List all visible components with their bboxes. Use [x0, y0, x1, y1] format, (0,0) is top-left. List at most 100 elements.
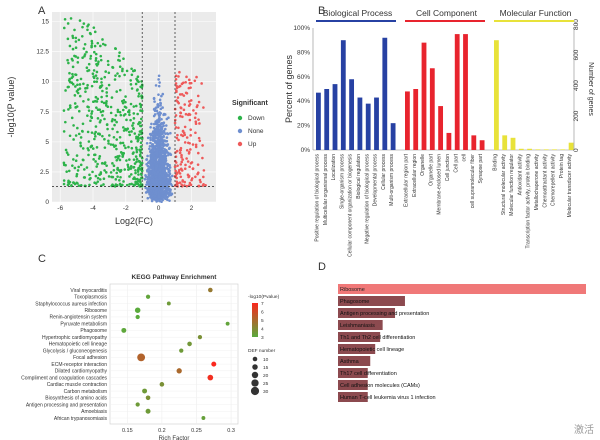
- point-down: [114, 183, 118, 186]
- pathway-bar-label: Ribosome: [340, 287, 365, 293]
- point-none: [143, 177, 147, 181]
- point-up: [182, 108, 186, 112]
- pathway-bubble: [142, 388, 148, 394]
- point-down: [118, 59, 122, 62]
- point-down: [125, 128, 128, 132]
- go-bar: [568, 142, 574, 150]
- point-down: [79, 136, 83, 139]
- point-none: [162, 143, 165, 147]
- point-up: [174, 82, 178, 85]
- point-down: [100, 95, 103, 99]
- size-tick-label: 30: [263, 389, 269, 395]
- y-tick-label: 7.5: [40, 109, 49, 116]
- point-down: [79, 183, 83, 187]
- go-bar: [438, 106, 444, 150]
- point-up: [180, 93, 184, 96]
- point-none: [152, 146, 156, 150]
- point-down: [116, 155, 119, 158]
- point-down: [90, 84, 94, 88]
- pathway-bar: [338, 344, 376, 354]
- point-down: [87, 153, 90, 157]
- point-up: [179, 175, 183, 179]
- point-down: [90, 39, 94, 43]
- y-tick-label: 5: [45, 139, 49, 146]
- point-down: [138, 164, 142, 168]
- point-none: [161, 160, 165, 163]
- point-down: [66, 37, 70, 41]
- point-none: [159, 155, 162, 159]
- point-up: [197, 136, 201, 140]
- point-down: [122, 129, 126, 132]
- point-none: [152, 179, 155, 183]
- legend-key: [237, 115, 243, 121]
- point-down: [132, 127, 135, 130]
- point-up: [177, 170, 181, 173]
- point-none: [162, 121, 166, 125]
- point-up: [187, 152, 191, 155]
- point-down: [121, 183, 124, 187]
- point-down: [140, 117, 143, 121]
- go-term-label: Organelle: [420, 154, 426, 176]
- point-none: [153, 129, 157, 133]
- point-none: [146, 170, 149, 173]
- go-bar: [332, 84, 338, 150]
- point-down: [77, 184, 81, 187]
- point-up: [181, 179, 185, 182]
- y2-tick-label: 0: [573, 148, 580, 152]
- point-up: [185, 75, 188, 79]
- point-down: [73, 94, 77, 97]
- point-down: [62, 182, 66, 186]
- point-down: [109, 171, 113, 174]
- point-none: [165, 136, 169, 139]
- panel-letter: C: [38, 253, 46, 265]
- point-up: [175, 176, 178, 180]
- go-bar: [316, 92, 321, 150]
- point-down: [98, 155, 102, 158]
- pathway-bar: [338, 296, 405, 306]
- point-down: [99, 85, 103, 89]
- x-tick-label: -2: [123, 205, 129, 212]
- pathway-bubble: [135, 402, 140, 407]
- pathway-label: Phagosome: [80, 328, 107, 334]
- point-down: [116, 175, 119, 178]
- point-none: [158, 181, 162, 184]
- y-tick-label: 60%: [297, 74, 310, 81]
- point-down: [94, 57, 98, 60]
- point-up: [176, 164, 179, 167]
- panel-letter: D: [318, 261, 326, 273]
- point-down: [78, 19, 82, 22]
- point-down: [135, 148, 139, 151]
- point-down: [62, 130, 66, 133]
- point-down: [124, 100, 127, 104]
- pathway-bubble: [208, 287, 213, 293]
- go-term-label: cell supramolecular fiber: [470, 154, 476, 209]
- point-down: [78, 83, 82, 86]
- point-none: [157, 84, 161, 88]
- point-up: [179, 106, 182, 109]
- point-up: [190, 178, 193, 182]
- size-legend-title: DEF number: [248, 348, 276, 354]
- point-down: [79, 141, 82, 145]
- point-up: [189, 99, 193, 102]
- point-none: [167, 191, 171, 195]
- pathway-bubble: [179, 348, 184, 353]
- point-none: [159, 104, 162, 107]
- x-tick-label: 2: [190, 205, 194, 212]
- pathway-label: Carbon metabolism: [64, 389, 107, 395]
- point-down: [122, 180, 125, 183]
- point-up: [187, 100, 191, 103]
- go-term-label: Developmental process: [373, 154, 379, 207]
- chart-title: KEGG Pathway Enrichment: [132, 274, 218, 281]
- point-none: [153, 127, 157, 131]
- point-down: [88, 173, 91, 177]
- point-down: [107, 175, 111, 178]
- point-down: [121, 141, 125, 145]
- point-up: [197, 118, 200, 121]
- point-down: [135, 157, 139, 161]
- point-none: [160, 200, 163, 204]
- point-down: [81, 25, 84, 29]
- point-down: [104, 43, 107, 47]
- point-down: [137, 184, 141, 187]
- y2-tick-label: 200: [573, 110, 580, 121]
- point-down: [65, 151, 69, 154]
